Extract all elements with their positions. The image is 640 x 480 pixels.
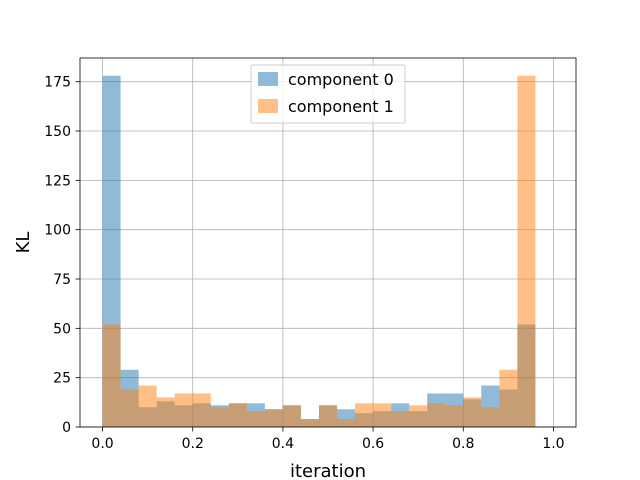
x-tick-label: 0.0 (91, 436, 113, 452)
legend-frame (250, 64, 406, 124)
histogram-bar-series-1 (481, 407, 500, 427)
histogram-bars (102, 75, 536, 427)
axes-spines (79, 57, 577, 428)
legend-swatch-1 (258, 99, 278, 113)
histogram-bar-series-1 (337, 419, 356, 427)
x-axis-ticks: 0.0 0.2 0.4 0.6 0.8 1.0 (91, 427, 565, 452)
legend: component 0 component 1 (250, 64, 406, 124)
histogram-bar-series-1 (517, 75, 536, 427)
histogram-bar-series-1 (355, 403, 374, 427)
histogram-bar-series-1 (463, 397, 482, 427)
histogram-bar-series-1 (210, 407, 229, 427)
histogram-bar-series-1 (192, 393, 211, 427)
legend-label-1: component 1 (288, 97, 394, 116)
histogram-bar-series-1 (427, 403, 446, 427)
histogram-bar-series-1 (228, 403, 247, 427)
histogram-bar-series-1 (138, 385, 157, 427)
y-tick-label: 75 (53, 272, 71, 288)
histogram-bar-series-1 (174, 393, 193, 427)
histogram-bar-series-1 (300, 419, 319, 427)
histogram-bar-series-1 (318, 405, 338, 427)
y-tick-label: 100 (44, 223, 71, 239)
x-tick-label: 0.8 (452, 436, 474, 452)
x-tick-label: 0.4 (272, 436, 294, 452)
histogram-bar-series-1 (156, 397, 175, 427)
histogram-bar-series-1 (391, 411, 410, 427)
y-tick-label: 150 (44, 124, 71, 140)
histogram-bar-series-1 (102, 324, 121, 427)
histogram-bar-series-1 (246, 411, 265, 427)
histogram-bar-series-1 (409, 405, 428, 427)
legend-label-0: component 0 (288, 70, 394, 89)
histogram-bar-series-1 (445, 405, 464, 427)
histogram-bar-series-1 (120, 389, 139, 427)
legend-swatch-0 (258, 72, 278, 86)
y-tick-label: 175 (44, 75, 71, 91)
histogram-bar-series-1 (282, 405, 301, 427)
y-tick-label: 25 (53, 371, 71, 387)
x-tick-label: 1.0 (542, 436, 564, 452)
x-tick-label: 0.2 (182, 436, 204, 452)
y-tick-label: 50 (53, 321, 71, 337)
y-axis-label: KL (13, 232, 34, 254)
x-axis-label: iteration (290, 461, 366, 480)
axes-frame (79, 57, 577, 428)
y-tick-label: 0 (62, 420, 71, 436)
histogram-bar-series-1 (373, 403, 392, 427)
histogram-bar-series-1 (499, 369, 518, 427)
y-tick-label: 125 (44, 173, 71, 189)
x-tick-label: 0.6 (362, 436, 384, 452)
histogram-bar-series-1 (264, 409, 283, 427)
y-axis-ticks: 0 25 50 75 100 125 150 175 (44, 75, 80, 436)
